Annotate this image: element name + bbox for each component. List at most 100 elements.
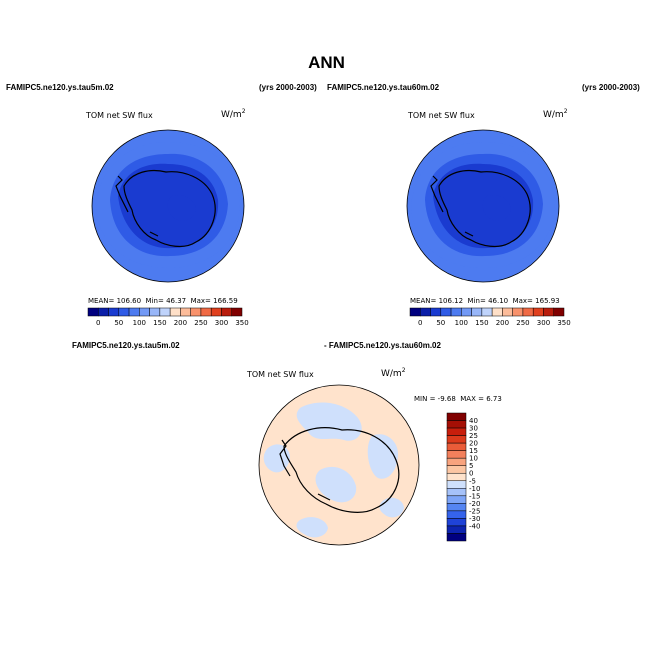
panel1-units: W/m2 [221, 108, 246, 120]
panel1-colorbar-box [169, 307, 181, 317]
panel3-map-border [258, 384, 420, 546]
panel3-coastline [279, 427, 400, 513]
panel1-colorbar-box [159, 307, 171, 317]
panel3-background [259, 385, 419, 545]
diff-case-b-label: - FAMIPC5.ne120.ys.tau60m.02 [324, 341, 441, 350]
panel1-colorbar-label: 300 [215, 319, 228, 327]
panel2-colorbar-box [450, 307, 462, 317]
panel1-colorbar-label: 200 [174, 319, 187, 327]
panel3-colorbar-box [446, 488, 467, 497]
panel3-colorbar-box [446, 495, 467, 504]
panel3-colorbar-box [446, 435, 467, 444]
panel1-colorbar-box [118, 307, 130, 317]
panel1-title: TOM net SW flux [86, 111, 153, 120]
panel3-patch [296, 402, 362, 441]
panel2-colorbar-label: 100 [455, 319, 468, 327]
panel1-colorbar-box [200, 307, 212, 317]
panel2-colorbar: 0 50 100 150 200 250 300 350 [409, 307, 571, 327]
panel2-colorbar-label: 0 [418, 319, 422, 327]
panel2-colorbar-box [543, 307, 554, 317]
panel2-colorbar-box [522, 307, 534, 317]
panel3-colorbar-box [446, 510, 467, 519]
panel3-colorbar-box [446, 442, 467, 451]
panel3-colorbar-label: -25 [469, 507, 480, 515]
panel3-colorbar-label: 20 [469, 440, 478, 448]
panel2-map-border [406, 129, 560, 283]
panel2-colorbar-box [512, 307, 524, 317]
panel2-colorbar-box [491, 307, 503, 317]
panel2-colorbar-label: 350 [557, 319, 570, 327]
panel2-colorbar-label: 250 [516, 319, 529, 327]
panel2-colorbar-box [420, 307, 431, 317]
panel3-patch [296, 517, 328, 538]
panel1-coastline [115, 169, 216, 248]
panel1-colorbar-box [149, 307, 161, 317]
panel3-colorbar-box [446, 457, 467, 466]
panel2-colorbar-box [532, 307, 544, 317]
panel3-colorbar-label: 0 [469, 470, 473, 478]
panel3-colorbar-label: 5 [469, 462, 473, 470]
panel2-colorbar-label: 200 [496, 319, 509, 327]
panel2-colorbar-box [440, 307, 452, 317]
top-left-years-label: (yrs 2000-2003) [259, 83, 317, 92]
panel2-colorbar-label: 300 [537, 319, 550, 327]
panel2-colorbar-label: 150 [475, 319, 488, 327]
panel3-colorbar-box [446, 480, 467, 489]
panel3-colorbar-box [446, 503, 467, 512]
panel2-coastline [430, 169, 531, 248]
panel3-colorbar-box [446, 465, 467, 474]
panel3-colorbar-box [446, 472, 467, 482]
panel1-colorbar-box [139, 307, 150, 317]
panel3-stats: MIN = -9.68 MAX = 6.73 [414, 395, 502, 403]
panel3-colorbar-box [446, 420, 467, 429]
panel2-colorbar-box [430, 307, 442, 317]
panel1-colorbar-box [190, 307, 202, 317]
panel1-colorbar-label: 250 [194, 319, 207, 327]
panel1-colorbar-box [108, 307, 120, 317]
panel1-colorbar-box [180, 307, 191, 317]
panel2-colorbar-box [461, 307, 472, 317]
panel2-colorbar-box [481, 307, 493, 317]
panel3-colorbar-label: 30 [469, 425, 478, 433]
top-right-years-label: (yrs 2000-2003) [582, 83, 640, 92]
panel1-colorbar-box [221, 307, 232, 317]
panel2-colorbar-box [553, 307, 565, 317]
panel1-colorbar-label: 150 [153, 319, 166, 327]
panel3-colorbar-label: 10 [469, 455, 478, 463]
panel3-colorbar-label: 15 [469, 447, 478, 455]
panel2-colorbar-box [502, 307, 513, 317]
panel2-colorbar-box [409, 307, 421, 317]
panel3-patch [367, 434, 398, 479]
panel2-units: W/m2 [543, 108, 568, 120]
diff-case-a-label: FAMIPC5.ne120.ys.tau5m.02 [72, 341, 180, 350]
panel2-colorbar-box [471, 307, 483, 317]
figure-title: ANN [308, 53, 345, 72]
panel3-colorbar-box [446, 533, 467, 542]
panel3-colorbar-box [446, 412, 467, 421]
panel1-colorbar-box [87, 307, 99, 317]
panel1-colorbar-label: 50 [114, 319, 123, 327]
panel3-colorbar-box [446, 450, 467, 459]
panel3-colorbar-label: -10 [469, 485, 480, 493]
panel2-interior-low [482, 194, 511, 221]
panel1-colorbar-box [231, 307, 243, 317]
panel1-colorbar-box [128, 307, 140, 317]
panel1-colorbar-label: 0 [96, 319, 100, 327]
panel2-title: TOM net SW flux [408, 111, 475, 120]
panel3-map [258, 384, 420, 546]
panel2-stats: MEAN= 106.12 Min= 46.10 Max= 165.93 [410, 297, 560, 305]
panel1-colorbar-box [98, 307, 109, 317]
panel3-patch [315, 466, 357, 503]
panel2-colorbar-label: 50 [436, 319, 445, 327]
panel3-colorbar-box [446, 525, 467, 534]
panel3-colorbar-label: -5 [469, 477, 476, 485]
panel3-colorbar-label: 25 [469, 432, 478, 440]
panel3-units: W/m2 [381, 367, 406, 379]
panel3-colorbar-label: -30 [469, 515, 480, 523]
panel3-colorbar-box [446, 427, 467, 436]
panel1-colorbar-box [210, 307, 222, 317]
panel1-colorbar-label: 100 [133, 319, 146, 327]
panel1-colorbar: 0 50 100 150 200 250 300 350 [87, 307, 249, 327]
top-right-case-label: FAMIPC5.ne120.ys.tau60m.02 [327, 83, 440, 92]
